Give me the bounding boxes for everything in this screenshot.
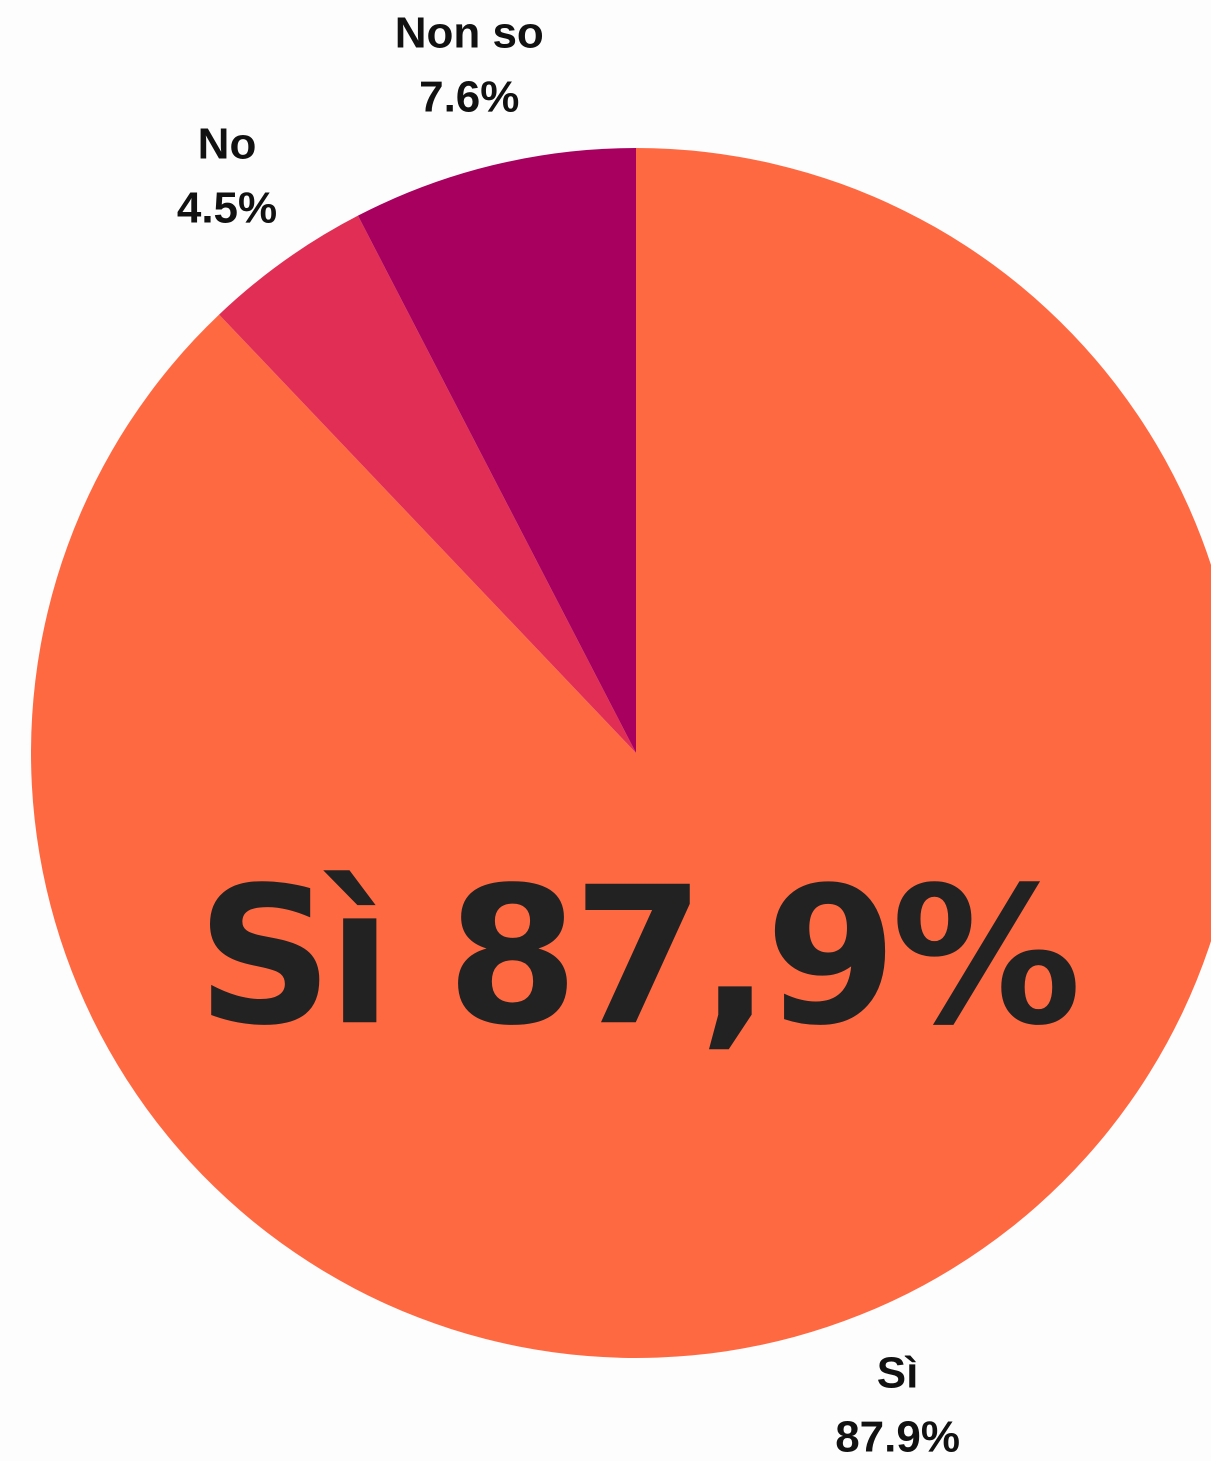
slice-label: Sì (877, 1348, 919, 1397)
slice-value-label: 87.9% (835, 1412, 960, 1461)
pie-slice (357, 148, 636, 753)
slice-value-label: 7.6% (419, 73, 519, 122)
pie-slice (219, 215, 636, 754)
slice-label: No (198, 119, 257, 168)
slice-value-label: 4.5% (177, 183, 277, 232)
slice-label: Non so (395, 9, 544, 58)
pie-slice (31, 148, 1211, 1358)
annotation: Sì 87,9% (196, 846, 1076, 1067)
